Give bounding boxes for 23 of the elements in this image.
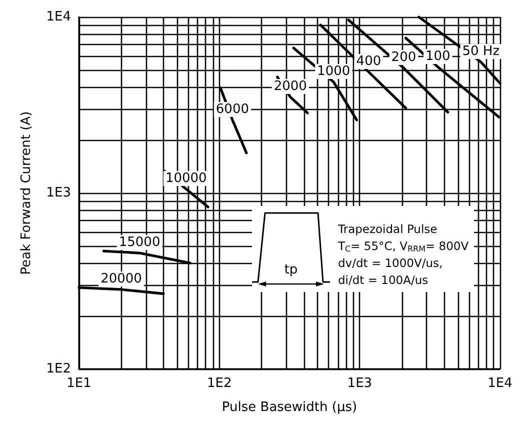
- x-tick-label: 1E3: [347, 376, 372, 391]
- series-label: 2000: [274, 79, 307, 94]
- y-tick-label: 1E4: [46, 10, 71, 24]
- annotation: di/dt = 100A/us: [338, 273, 428, 287]
- series-label: 400: [356, 54, 382, 69]
- series-label: 200: [391, 50, 416, 66]
- annotation: dv/dt = 1000V/us,: [338, 256, 443, 270]
- y-axis-title: Peak Forward Current (A): [19, 111, 34, 275]
- x-tick-label: 1E1: [66, 376, 92, 391]
- y-tick-label: 1E3: [46, 186, 71, 200]
- series-label: 100: [425, 48, 450, 64]
- x-tick-label: 1E4: [488, 376, 512, 391]
- y-tick-label: 1E2: [46, 362, 71, 376]
- series-label: 15000: [118, 235, 160, 250]
- series-label: 1000: [317, 64, 350, 80]
- series-label: 20000: [100, 271, 142, 286]
- x-axis-title: Pulse Basewidth (µs): [222, 400, 358, 415]
- series-label: 6000: [216, 102, 249, 117]
- x-tick-label: 1E2: [206, 376, 232, 391]
- annotation: Trapezoidal Pulse: [337, 222, 438, 236]
- annotation: tp: [284, 262, 298, 278]
- series-label: 10000: [165, 171, 207, 186]
- series-label: 50 Hz: [462, 44, 500, 60]
